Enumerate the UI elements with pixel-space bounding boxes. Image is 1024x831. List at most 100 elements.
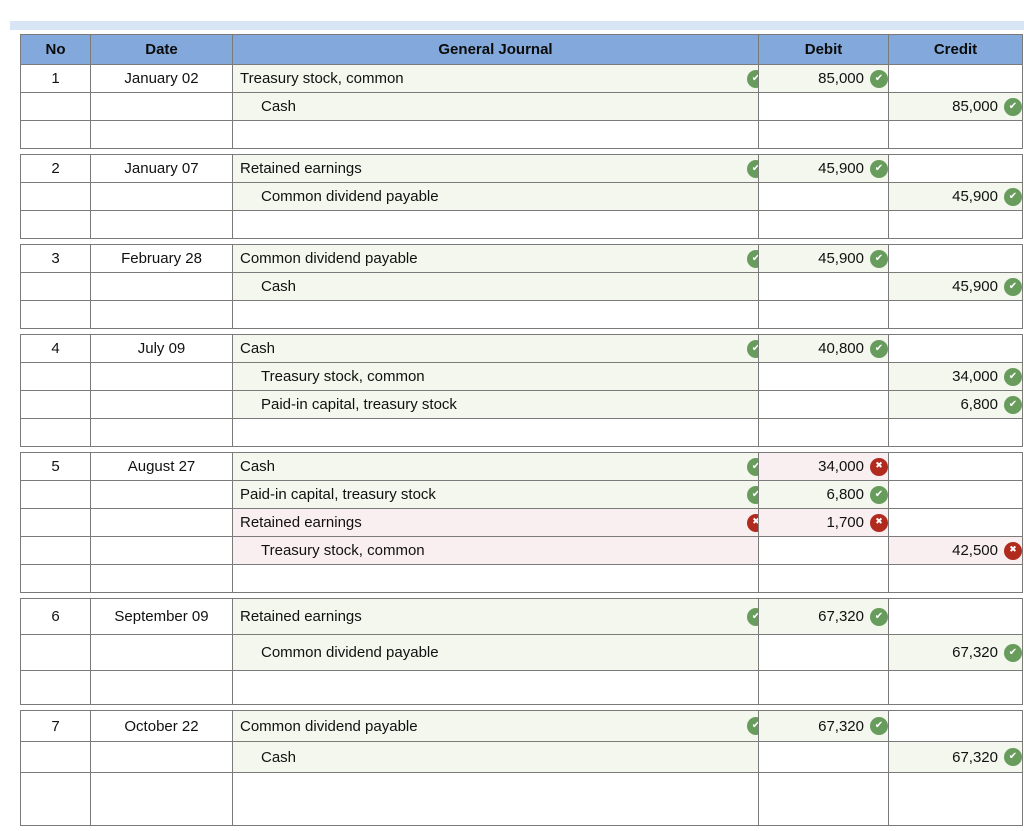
account-name: Paid-in capital, treasury stock	[261, 396, 457, 413]
entry-date-cell	[90, 480, 233, 509]
top-highlight-strip	[10, 21, 1024, 30]
account-name: Cash	[261, 98, 297, 115]
debit-amount: 6,800	[826, 486, 864, 503]
credit-cell	[888, 710, 1023, 742]
debit-amount: 67,320	[818, 717, 864, 735]
account-name: Treasury stock, common	[261, 368, 425, 385]
account-cell: Cash	[232, 334, 759, 363]
debit-cell	[758, 536, 889, 565]
check-icon	[1004, 97, 1022, 116]
debit-cell: 67,320	[758, 598, 889, 635]
account-cell-content: Cash	[234, 457, 758, 476]
account-cell: Common dividend payable	[232, 710, 759, 742]
entry-date-cell: January 07	[90, 154, 233, 183]
debit-cell: 45,900	[758, 244, 889, 273]
credit-cell	[888, 244, 1023, 273]
entry-date-cell: August 27	[90, 452, 233, 481]
credit-amount: 85,000	[952, 98, 998, 115]
journal-entry-row: Paid-in capital, treasury stock 6,800	[20, 480, 1023, 509]
account-cell: Common dividend payable	[232, 634, 759, 671]
debit-cell: 67,320	[758, 710, 889, 742]
credit-cell	[888, 598, 1023, 635]
account-name: Retained earnings	[240, 514, 362, 531]
journal-entry-row: Treasury stock, common 42,500	[20, 536, 1023, 565]
debit-cell	[758, 210, 889, 239]
x-icon	[870, 513, 888, 532]
account-name: Treasury stock, common	[261, 542, 425, 559]
credit-amount: 45,900	[952, 278, 998, 295]
spacer-row	[20, 418, 1023, 447]
column-header-credit: Credit	[888, 34, 1023, 65]
debit-cell	[758, 182, 889, 211]
account-cell	[232, 210, 759, 239]
debit-cell: 1,700	[758, 508, 889, 537]
x-icon	[1004, 541, 1022, 560]
credit-cell-content: 67,320	[890, 748, 1022, 766]
debit-cell	[758, 564, 889, 593]
credit-cell: 45,900	[888, 182, 1023, 211]
entry-date-cell	[90, 362, 233, 391]
entry-date-cell	[90, 418, 233, 447]
account-name: Common dividend payable	[240, 250, 418, 267]
credit-cell: 67,320	[888, 741, 1023, 773]
entry-no-cell: 3	[20, 244, 91, 273]
journal-table-area: No Date General Journal Debit Credit 1 Ja…	[20, 34, 1023, 831]
entry-no-cell	[20, 362, 91, 391]
entry-date-cell	[90, 564, 233, 593]
column-header-debit: Debit	[758, 34, 889, 65]
account-cell	[232, 300, 759, 329]
check-icon	[747, 457, 758, 476]
credit-cell-content: 85,000	[890, 97, 1022, 116]
debit-amount: 45,900	[818, 250, 864, 267]
account-cell	[232, 772, 759, 826]
debit-cell-content: 67,320	[760, 607, 888, 626]
debit-cell-content: 67,320	[760, 717, 888, 735]
entry-no-cell: 7	[20, 710, 91, 742]
credit-cell: 45,900	[888, 272, 1023, 301]
entry-date-cell	[90, 390, 233, 419]
entry-no-cell	[20, 120, 91, 149]
account-name: Cash	[261, 748, 297, 766]
account-cell: Common dividend payable	[232, 244, 759, 273]
entry-date-cell: September 09	[90, 598, 233, 635]
debit-cell	[758, 92, 889, 121]
column-header-general-journal: General Journal	[232, 34, 759, 65]
debit-amount: 1,700	[826, 514, 864, 531]
check-icon	[1004, 395, 1022, 414]
entry-date-cell: July 09	[90, 334, 233, 363]
debit-amount: 45,900	[818, 160, 864, 177]
journal-entry-row: Paid-in capital, treasury stock 6,800	[20, 390, 1023, 419]
account-name: Treasury stock, common	[240, 70, 404, 87]
account-name: Common dividend payable	[261, 188, 439, 205]
account-cell: Cash	[232, 741, 759, 773]
entry-no-cell	[20, 210, 91, 239]
credit-cell-content: 67,320	[890, 643, 1022, 662]
entry-no-cell	[20, 480, 91, 509]
debit-cell	[758, 634, 889, 671]
account-cell-content: Cash	[234, 278, 758, 296]
account-name: Common dividend payable	[240, 717, 418, 735]
debit-cell	[758, 741, 889, 773]
entry-date-cell	[90, 92, 233, 121]
check-icon	[1004, 748, 1022, 766]
entry-no-cell	[20, 272, 91, 301]
spacer-row	[20, 210, 1023, 239]
account-cell: Common dividend payable	[232, 182, 759, 211]
entry-no-cell: 1	[20, 64, 91, 93]
debit-cell: 34,000	[758, 452, 889, 481]
account-cell	[232, 120, 759, 149]
credit-cell	[888, 120, 1023, 149]
check-icon	[1004, 367, 1022, 386]
account-cell	[232, 418, 759, 447]
check-icon	[1004, 187, 1022, 206]
debit-cell: 6,800	[758, 480, 889, 509]
check-icon	[870, 485, 888, 504]
entry-date-cell	[90, 182, 233, 211]
debit-cell: 85,000	[758, 64, 889, 93]
